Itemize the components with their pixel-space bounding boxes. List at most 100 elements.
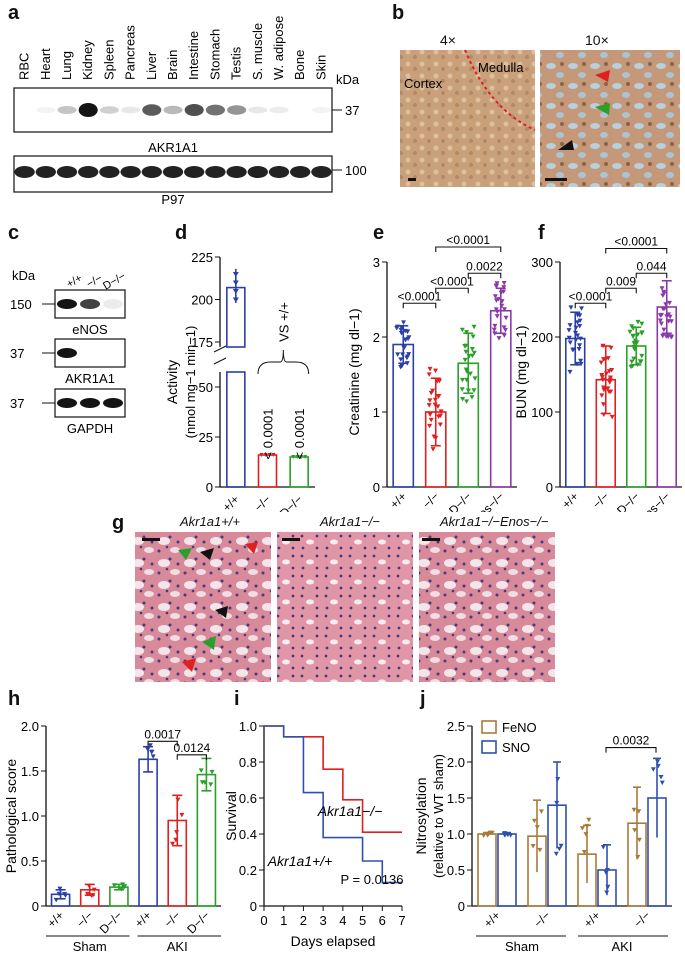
data-point [202,780,208,785]
blot-band [311,106,331,114]
y-axis-title: Survival [223,791,239,841]
blot-band [99,166,120,178]
panel-letter-e: e [373,222,385,244]
data-point [398,357,404,362]
x-tick-label: −/− [74,908,96,930]
data-point [578,361,584,367]
chart-activity: 0 25 50 175 200 225 Activity (nmol mg−1 min−1) +… [164,250,315,512]
blot-label-akr1a1: AKR1A1 [148,140,198,155]
data-point [398,327,404,333]
y-axis-title: BUN (mg dl−1) [513,326,529,419]
data-point [530,843,536,849]
data-point [493,284,499,289]
data-point [605,386,611,391]
blot-band [226,166,247,178]
blot-band [184,104,204,116]
x-tick-label: +/+ [581,908,603,930]
pvalue: 0.0124 [173,741,210,755]
sig-bracket [635,272,668,279]
tissue-label: Kidney [80,40,95,80]
y-tick-label: 0.5 [21,854,39,869]
data-point [605,884,611,890]
data-point [599,372,605,378]
panel-d: d 0 25 50 175 200 225 Activity (nmol mg−1 min−1… [135,222,335,512]
data-point [398,331,404,336]
data-point [434,379,440,384]
data-point [62,892,68,897]
kda-label: kDa [12,268,36,283]
x-tick-label: −/− [251,492,273,512]
mag-label-4x: 4× [440,32,456,48]
blot-band [205,104,225,116]
data-point [630,333,636,339]
data-point [578,358,584,364]
panel-g: g Akr1a1+/+ Akr1a1−/− Akr1a1−/−Enos−/− [112,512,555,684]
y-tick-label: 2.5 [447,719,465,734]
data-point [658,321,664,327]
histology-title-2: Akr1a1−/− [320,514,380,529]
chart-nitrosylation: 0 0.5 1.0 1.5 2.0 2.5 Nitrosylation (relative t… [413,719,672,954]
blot-band [184,166,205,178]
data-point [471,388,477,393]
data-point [179,812,185,818]
blot-band [57,299,77,309]
tissue-label: Bone [292,50,307,80]
data-point [405,329,411,334]
sig-bracket [147,740,178,747]
chart-pathological-score: 00.51.01.52.0+/+ −/− D−/− +/+ −/− D−/−Patholo… [3,719,221,954]
data-point [464,330,470,335]
data-point [570,347,576,353]
group-label-sham: Sham [73,939,107,954]
panel-b: b 4× 10× Cortex Medulla [390,0,685,200]
data-point [459,387,465,392]
data-point [426,403,432,408]
data-point [471,324,477,330]
data-point [501,307,507,312]
y-tick-label: 1 [373,405,380,420]
data-point [299,455,304,459]
histology-title-3: Akr1a1−/−Enos−/− [440,514,549,529]
y-tick-label: 0.4 [239,827,257,842]
data-point [603,870,609,876]
data-point [608,345,614,351]
data-point [499,299,505,304]
data-point [463,349,469,355]
data-point [638,359,644,365]
data-point [427,366,433,372]
data-point [430,447,436,452]
data-point [86,883,92,889]
data-point [437,422,443,428]
data-point [491,327,497,333]
blot-band [103,398,123,408]
pvalue: < 0.0001 [292,409,307,460]
data-point [566,328,572,333]
data-point [492,323,498,329]
data-point [566,335,572,341]
y-tick-label: 0.2 [239,863,257,878]
panel-letter-g: g [112,512,125,534]
data-point [435,394,441,399]
data-point [577,324,583,329]
blot-band [268,166,290,178]
axis-break [213,357,227,365]
x-tick-label: −/− [631,908,653,930]
data-point [634,340,640,345]
data-point [174,830,180,835]
bar-lower [226,371,246,488]
blot-band [35,166,56,178]
data-point [466,354,472,359]
data-point [472,376,478,381]
lane-label: +/+ [65,272,85,290]
data-point [659,286,665,291]
series-label-wt: Akr1a1+/+ [267,853,333,869]
panel-letter-i: i [234,688,240,710]
data-point [604,890,610,896]
data-point [601,387,607,393]
data-point [470,334,476,340]
x-tick-label: D−/− [446,489,474,512]
data-point [501,285,507,290]
bar [625,345,647,488]
